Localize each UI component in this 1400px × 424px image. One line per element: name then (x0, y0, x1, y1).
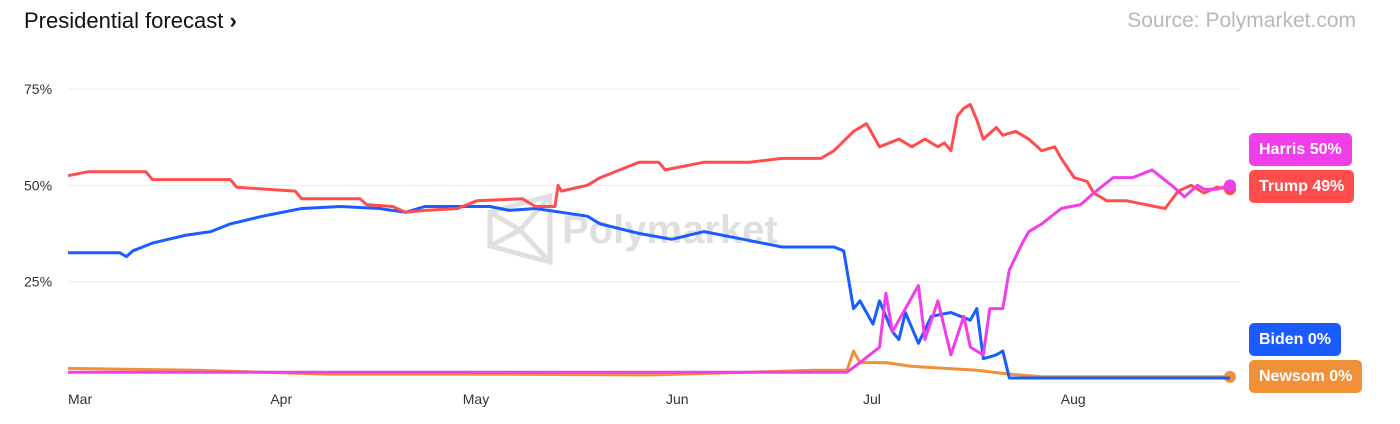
series-endpoint-harris (1224, 179, 1236, 192)
series-line-biden (68, 205, 1230, 380)
series-line-newsom (67, 349, 1230, 379)
legend-newsom: Newsom 0% (1249, 360, 1363, 393)
series-line-harris (68, 168, 1231, 374)
chevron-right-icon: › (229, 8, 237, 33)
chart-title-link[interactable]: Presidential forecast › (24, 8, 237, 34)
y-tick-label: 50% (24, 177, 52, 193)
legend-trump: Trump 49% (1249, 170, 1355, 203)
x-tick-label: Jul (863, 391, 881, 407)
chart-title: Presidential forecast (24, 8, 224, 33)
x-tick-label: Jun (666, 391, 689, 407)
series-line-trump (67, 102, 1231, 214)
x-tick-label: May (463, 391, 489, 407)
legend-biden: Biden 0% (1249, 323, 1342, 356)
legend-harris: Harris 50% (1249, 133, 1352, 166)
svg-text:Polymarket: Polymarket (562, 208, 778, 252)
y-tick-label: 25% (24, 274, 52, 290)
x-tick-label: Aug (1061, 391, 1086, 407)
x-tick-label: Apr (270, 391, 292, 407)
watermark-logo: Polymarket (487, 192, 778, 266)
source-label: Source: Polymarket.com (1127, 9, 1356, 32)
x-tick-label: Mar (68, 391, 92, 407)
y-tick-label: 75% (24, 81, 52, 97)
